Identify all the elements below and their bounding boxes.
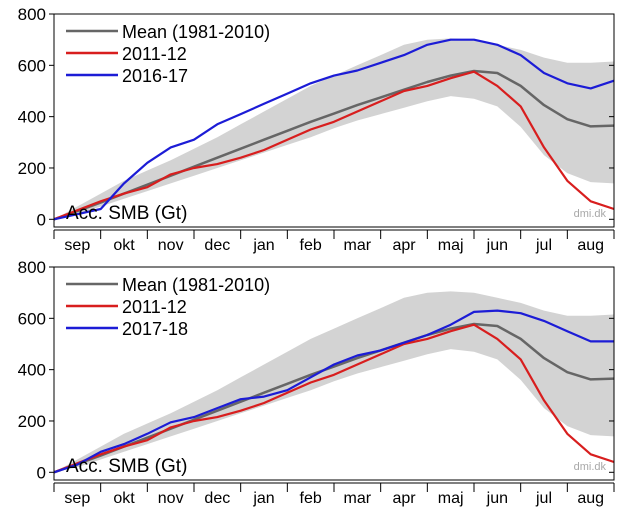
legend-label-2: 2011-12 [122, 297, 187, 317]
watermark-text: dmi.dk [574, 208, 607, 220]
month-label: okt [113, 490, 135, 507]
legend-label-2: 2011-12 [122, 44, 187, 64]
legend-label-1: Mean (1981-2010) [122, 22, 270, 42]
y-tick-label: 0 [37, 210, 46, 229]
series-line-2 [53, 70, 615, 221]
month-label: jul [535, 237, 552, 254]
month-label: mar [344, 237, 372, 254]
y-tick-label: 800 [18, 5, 46, 24]
month-label: aug [577, 237, 604, 254]
month-label: nov [158, 237, 184, 254]
plot-frame [53, 266, 615, 481]
month-label: apr [392, 237, 416, 254]
month-label: sep [64, 237, 90, 254]
month-label: dec [204, 237, 230, 254]
legend-label-1: Mean (1981-2010) [122, 275, 270, 295]
month-label: okt [113, 237, 135, 254]
chart-panel-1: 0 200 400 600 800 sep okt nov dec jan feb mar apr maj… [18, 5, 615, 254]
y-tick-label: 600 [18, 56, 46, 75]
month-label: feb [300, 490, 322, 507]
month-label: jan [252, 237, 274, 254]
month-label: jun [486, 490, 508, 507]
spread-band [54, 291, 614, 473]
month-label: aug [577, 490, 604, 507]
legend-label-3: 2016-17 [122, 66, 188, 86]
series-line-3 [53, 309, 614, 474]
y-tick-label: 800 [18, 258, 46, 277]
series-line-2 [53, 323, 615, 474]
month-label: jan [252, 490, 274, 507]
y-tick-label: 0 [37, 463, 46, 482]
y-tick-label: 200 [18, 412, 46, 431]
month-label: mar [344, 490, 372, 507]
month-label: apr [392, 490, 416, 507]
month-label: feb [300, 237, 322, 254]
month-label: maj [438, 237, 464, 254]
series-line-1 [53, 322, 615, 474]
month-label: sep [64, 490, 90, 507]
y-axis-label: Acc. SMB (Gt) [66, 203, 187, 224]
chart-panel-2: 0 200 400 600 800 sep okt nov dec jan feb mar apr maj… [18, 258, 615, 507]
watermark-text: dmi.dk [574, 461, 607, 473]
legend-label-3: 2017-18 [122, 319, 188, 339]
month-label: dec [204, 490, 230, 507]
month-label: nov [158, 490, 184, 507]
spread-band [54, 38, 614, 220]
y-tick-label: 600 [18, 309, 46, 328]
y-tick-label: 400 [18, 361, 46, 380]
y-tick-label: 400 [18, 108, 46, 127]
series-line-3 [53, 38, 615, 221]
month-label: maj [438, 490, 464, 507]
series-line-1 [53, 69, 615, 221]
month-label: jul [535, 490, 552, 507]
y-axis-label: Acc. SMB (Gt) [66, 456, 187, 477]
month-label: jun [486, 237, 508, 254]
y-tick-label: 200 [18, 159, 46, 178]
plot-frame [53, 13, 615, 228]
